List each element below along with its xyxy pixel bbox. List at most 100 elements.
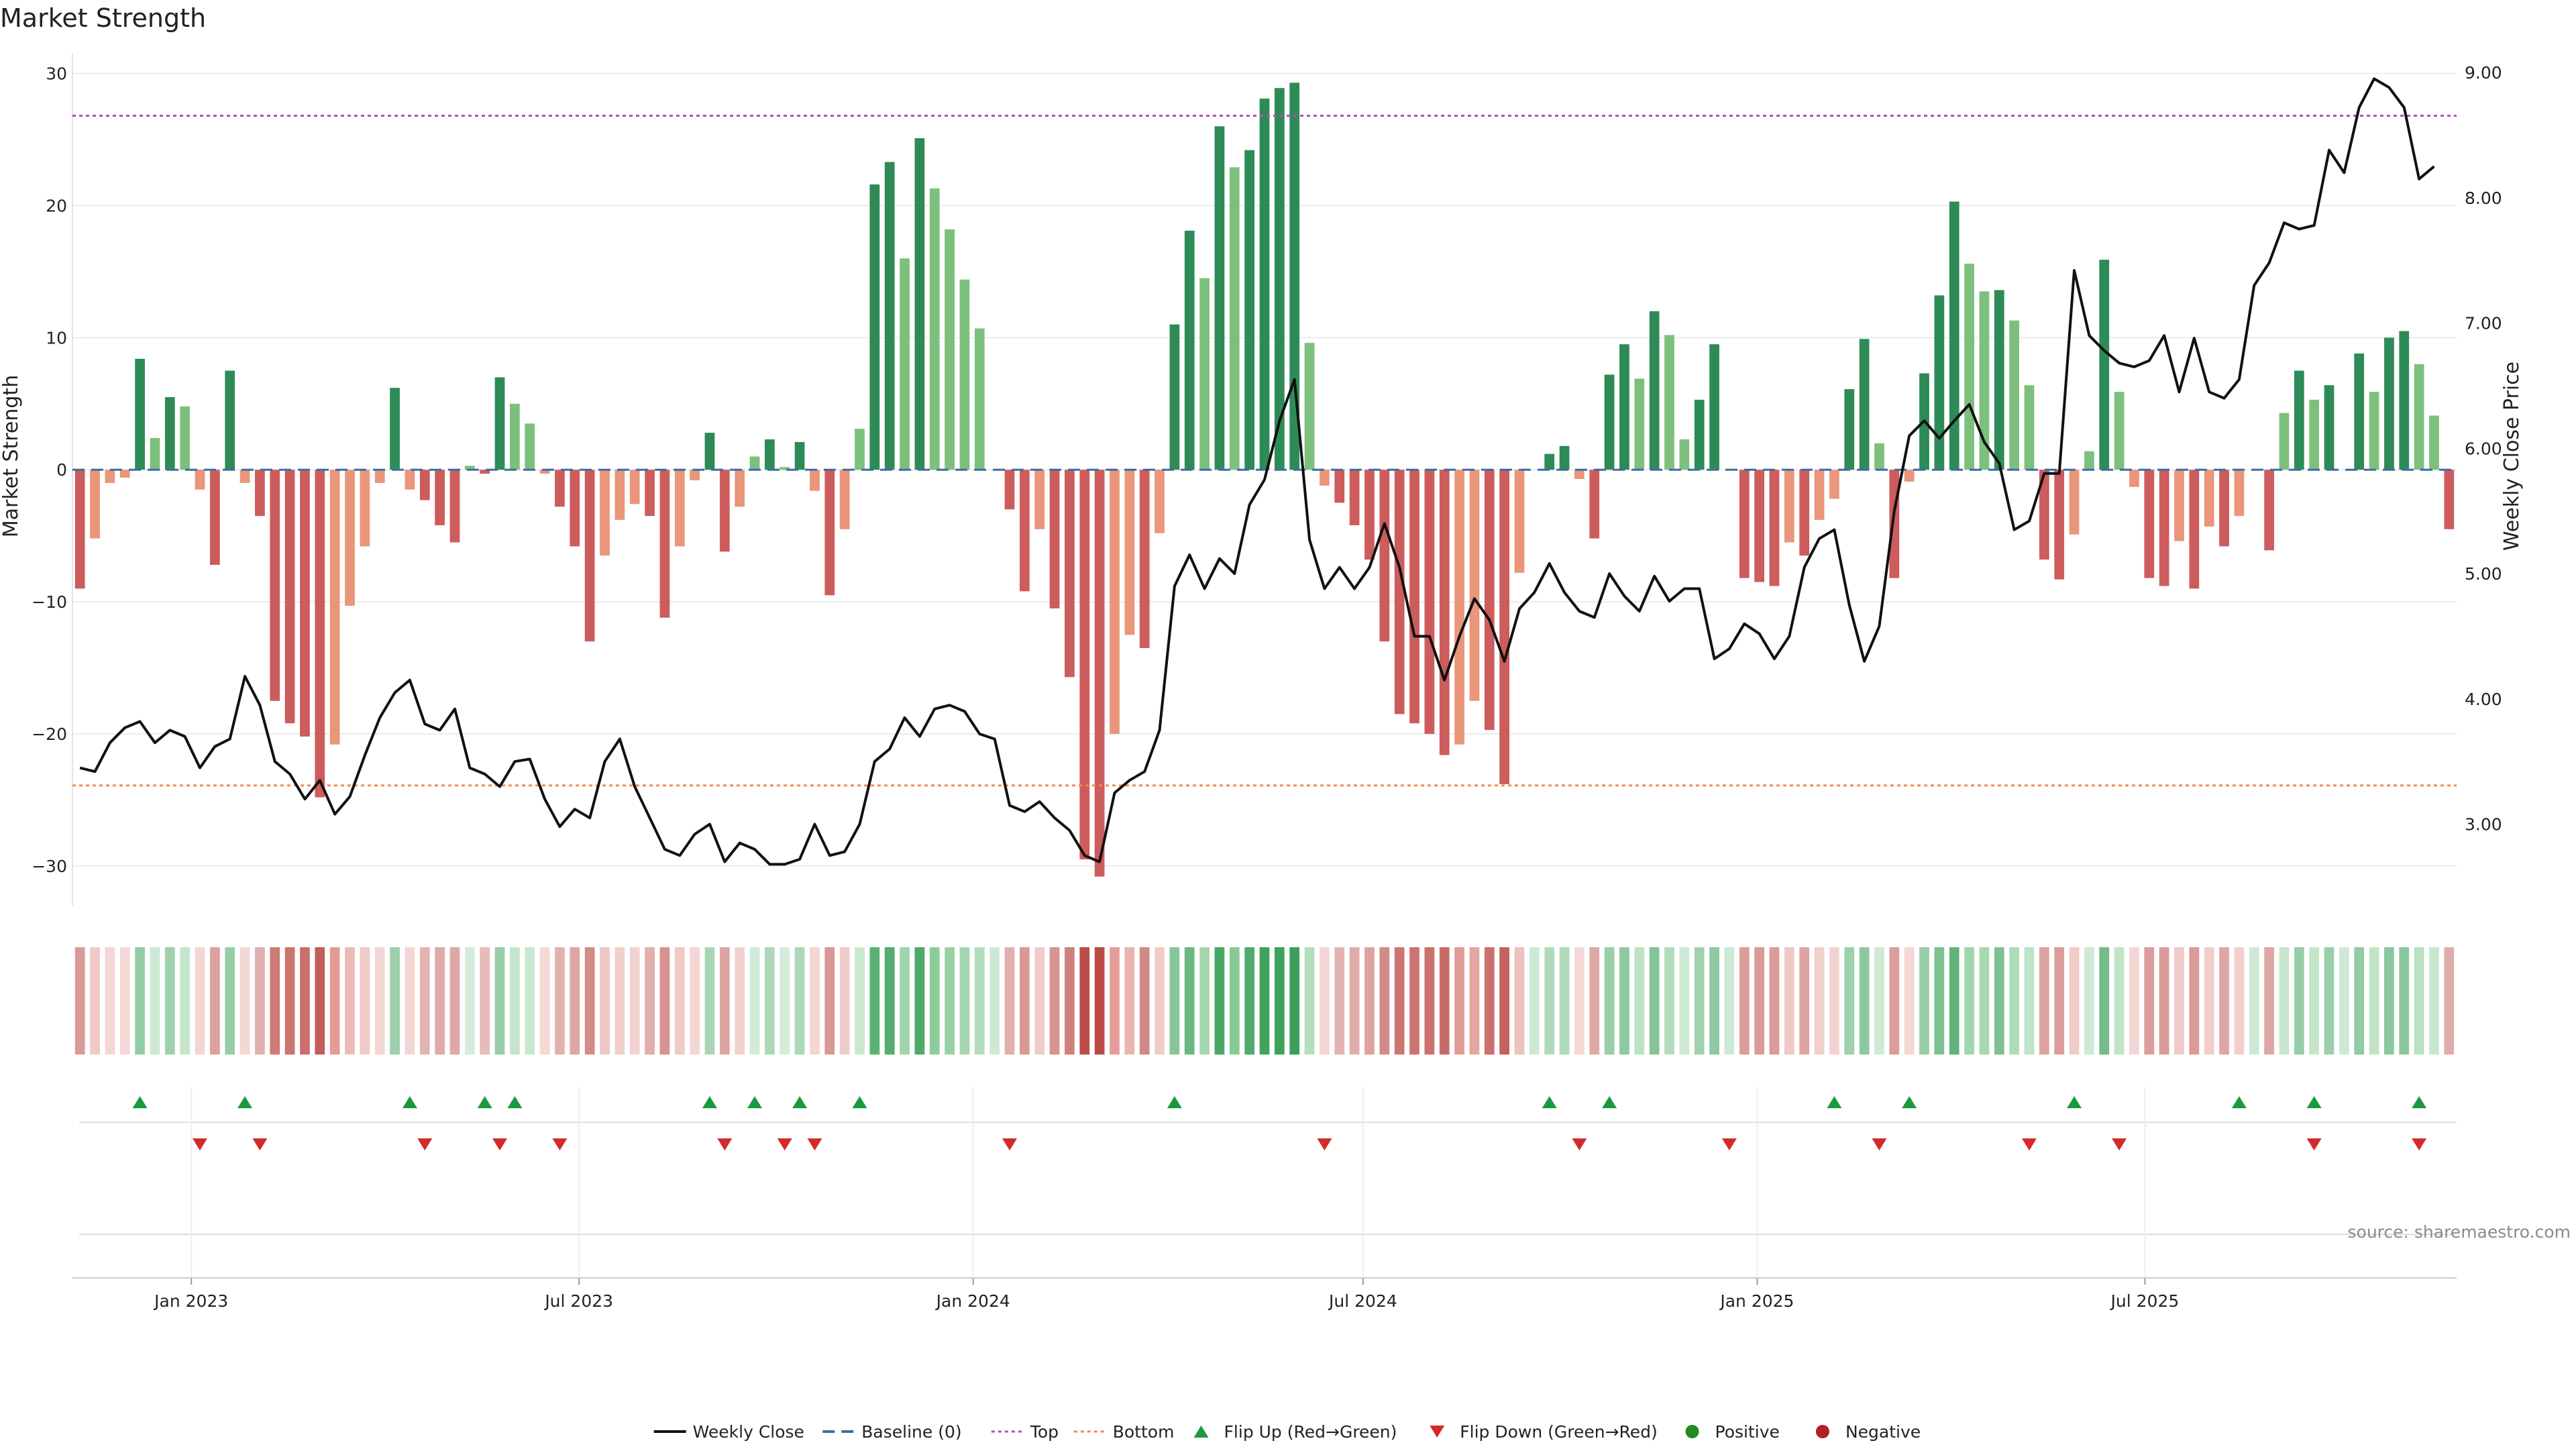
strip-cell [1664,947,1674,1055]
strip-cell [195,947,205,1055]
strip-cell [1394,947,1405,1055]
strength-bar [1964,264,1974,470]
flip-up-marker [2412,1096,2427,1108]
strip-cell [1694,947,1705,1055]
strength-bar [1709,344,1719,470]
strip-cell [780,947,790,1055]
strip-cell [300,947,310,1055]
strength-bar [2144,470,2155,578]
strip-cell [989,947,1000,1055]
legend-item: Top [991,1422,1059,1442]
strip-cell [1514,947,1525,1055]
strength-bar [255,470,265,517]
strip-cell [1799,947,1810,1055]
flip-down-marker [777,1138,792,1150]
strength-bar [150,437,160,470]
strength-bar [1379,470,1390,642]
strip-cell [284,947,295,1055]
strength-bar [74,470,85,589]
legend-label: Baseline (0) [861,1422,961,1442]
y2-tick-label: 4.00 [2465,690,2502,709]
strip-cell [405,947,415,1055]
strip-cell [2069,947,2080,1055]
strength-bar [2384,337,2394,470]
strip-cell [2369,947,2379,1055]
strip-cell [645,947,655,1055]
x-axis: Jan 2023 Jul 2023 Jan 2024 Jul 2024 Jan 2025… [72,1087,2457,1311]
strength-bar [945,229,955,470]
strength-bar [2084,451,2094,470]
strip-cell [435,947,445,1055]
flip-down-marker [717,1138,733,1150]
strength-bar [374,470,385,483]
strip-cell [1049,947,1060,1055]
strength-bar [1829,470,1839,499]
strength-bar [1904,470,1915,482]
strength-bar [2369,392,2379,470]
flip-down-marker [2412,1138,2427,1150]
flip-up-marker [477,1096,492,1108]
strength-bar [1065,470,1075,678]
y-tick-label: −20 [32,724,67,744]
flip-up-marker [237,1096,253,1108]
strip-cell [1919,947,1929,1055]
strength-bar [1814,470,1825,521]
legend-item: Bottom [1073,1422,1174,1442]
strip-cell [2144,947,2155,1055]
strip-cell [2309,947,2320,1055]
strength-bar [1589,470,1600,539]
strength-bar [839,470,850,529]
strength-bar [1874,443,1884,470]
legend-item: Weekly Close [653,1422,804,1442]
strength-bar [2354,353,2365,470]
strip-cell [1259,947,1270,1055]
strength-bar [1604,374,1615,470]
strip-cell [270,947,280,1055]
legend-item: Positive [1685,1422,1780,1442]
strength-bar [435,470,445,525]
strength-bar [1694,399,1705,470]
y-tick-label: 0 [56,460,67,480]
legend-swatch [1815,1425,1829,1438]
right-axis-ticks: 9.00 8.00 7.00 6.00 5.00 4.00 3.00 [2465,63,2502,835]
strip-cell [974,947,985,1055]
strip-cell [1199,947,1210,1055]
strip-cell [2084,947,2094,1055]
strength-bar [1214,126,1225,470]
strip-cell [900,947,910,1055]
strip-cell [2024,947,2035,1055]
strip-cell [1409,947,1419,1055]
strip-cell [1619,947,1629,1055]
strip-cell [1649,947,1660,1055]
strip-cell [1574,947,1585,1055]
y2-tick-label: 9.00 [2465,63,2502,83]
strip-cell [150,947,160,1055]
strength-bar [315,470,325,798]
flip-down-marker [1317,1138,1332,1150]
strength-bar [2264,470,2274,551]
x-tick-label: Jan 2025 [1719,1291,1794,1311]
strength-bar [510,403,520,470]
strip-cell [1139,947,1150,1055]
flip-down-marker [192,1138,207,1150]
strength-bar [1394,470,1405,714]
strength-bar [2189,470,2200,589]
strength-bar [225,370,235,470]
strip-cell [1709,947,1719,1055]
strip-cell [659,947,670,1055]
strip-cell [1589,947,1600,1055]
strength-bar [735,470,745,507]
strength-bar [1199,278,1210,470]
y-axis-label: Market Strength [0,375,23,537]
strength-bar [1619,344,1629,470]
chart-title: Market Strength [0,3,206,33]
left-axis-ticks: 30 20 10 0 −10 −20 −30 [32,64,67,876]
strength-bar [2414,364,2424,470]
strength-bar [1574,470,1585,480]
strength-bar [974,328,985,470]
strength-bar [1349,470,1360,525]
strength-bar [1634,378,1645,470]
strength-bar [1274,88,1285,470]
flip-up-marker [702,1096,717,1108]
strip-cell [1454,947,1464,1055]
